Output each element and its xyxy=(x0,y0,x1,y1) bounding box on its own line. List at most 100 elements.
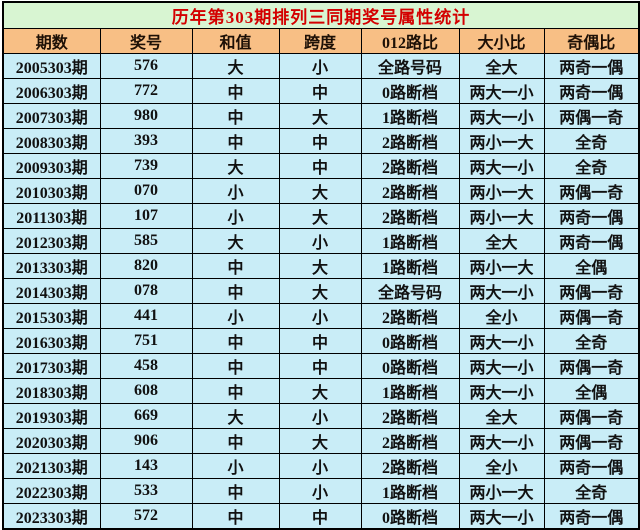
cell-prize-number: 143 xyxy=(99,453,193,479)
cell-sum-value: 中 xyxy=(191,78,280,104)
cell-span: 大 xyxy=(278,378,362,404)
cell-sum-value: 中 xyxy=(191,278,280,304)
cell-012-route-ratio: 2路断档 xyxy=(360,428,460,454)
table-row: 2018303期 608 中大 1路断档 两大一小 全偶 xyxy=(2,378,640,404)
cell-span: 小 xyxy=(278,453,362,479)
cell-period: 2014303期 xyxy=(2,278,101,304)
cell-prize-number: 772 xyxy=(99,78,193,104)
header-row: 期数 奖号 和值 跨度 012路比 大小比 奇偶比 xyxy=(2,28,640,54)
cell-sum-value: 中 xyxy=(191,328,280,354)
table-row: 2012303期 585 大小 1路断档 全大 两奇一偶 xyxy=(2,228,640,254)
cell-012-route-ratio: 0路断档 xyxy=(360,78,460,104)
cell-period: 2008303期 xyxy=(2,128,101,154)
column-header-period: 期数 xyxy=(2,28,101,54)
cell-012-route-ratio: 1路断档 xyxy=(360,103,460,129)
cell-odd-even-ratio: 两偶一奇 xyxy=(543,428,640,454)
cell-sum-value: 大 xyxy=(191,228,280,254)
cell-prize-number: 533 xyxy=(99,478,193,504)
cell-span: 中 xyxy=(278,503,362,530)
cell-odd-even-ratio: 全奇 xyxy=(543,478,640,504)
cell-odd-even-ratio: 全奇 xyxy=(543,128,640,154)
cell-012-route-ratio: 1路断档 xyxy=(360,478,460,504)
cell-period: 2011303期 xyxy=(2,203,101,229)
title-row: 历年第303期排列三同期奖号属性统计 xyxy=(2,1,640,29)
cell-big-small-ratio: 两大一小 xyxy=(458,278,545,304)
table-row: 2005303期 576 大小全路号码 全大 两奇一偶 xyxy=(2,53,640,79)
cell-012-route-ratio: 2路断档 xyxy=(360,303,460,329)
cell-sum-value: 小 xyxy=(191,178,280,204)
cell-odd-even-ratio: 两偶一奇 xyxy=(543,403,640,429)
cell-period: 2009303期 xyxy=(2,153,101,179)
cell-period: 2012303期 xyxy=(2,228,101,254)
cell-big-small-ratio: 两小一大 xyxy=(458,253,545,279)
cell-period: 2007303期 xyxy=(2,103,101,129)
table-row: 2010303期 070 小大 2路断档 两小一大 两偶一奇 xyxy=(2,178,640,204)
table-row: 2019303期 669 大小 2路断档 全大 两偶一奇 xyxy=(2,403,640,429)
cell-span: 中 xyxy=(278,78,362,104)
cell-big-small-ratio: 两大一小 xyxy=(458,103,545,129)
cell-012-route-ratio: 2路断档 xyxy=(360,403,460,429)
table-row: 2021303期 143 小小 2路断档 全小 两奇一偶 xyxy=(2,453,640,479)
cell-period: 2020303期 xyxy=(2,428,101,454)
cell-big-small-ratio: 全小 xyxy=(458,303,545,329)
cell-odd-even-ratio: 全偶 xyxy=(543,253,640,279)
cell-period: 2017303期 xyxy=(2,353,101,379)
cell-odd-even-ratio: 两偶一奇 xyxy=(543,303,640,329)
cell-012-route-ratio: 2路断档 xyxy=(360,153,460,179)
cell-012-route-ratio: 2路断档 xyxy=(360,178,460,204)
column-header-span: 跨度 xyxy=(278,28,362,54)
cell-period: 2016303期 xyxy=(2,328,101,354)
table-row: 2006303期 772 中中 0路断档 两大一小 两奇一偶 xyxy=(2,78,640,104)
cell-period: 2022303期 xyxy=(2,478,101,504)
cell-odd-even-ratio: 全偶 xyxy=(543,378,640,404)
cell-012-route-ratio: 1路断档 xyxy=(360,253,460,279)
cell-big-small-ratio: 两大一小 xyxy=(458,428,545,454)
cell-012-route-ratio: 全路号码 xyxy=(360,278,460,304)
cell-odd-even-ratio: 两奇一偶 xyxy=(543,453,640,479)
cell-span: 大 xyxy=(278,103,362,129)
table-row: 2015303期 441 小小 2路断档 全小 两偶一奇 xyxy=(2,303,640,329)
cell-sum-value: 中 xyxy=(191,128,280,154)
cell-prize-number: 739 xyxy=(99,153,193,179)
table-row: 2013303期 820 中大 1路断档 两小一大 全偶 xyxy=(2,253,640,279)
cell-odd-even-ratio: 两偶一奇 xyxy=(543,278,640,304)
cell-sum-value: 大 xyxy=(191,403,280,429)
cell-period: 2015303期 xyxy=(2,303,101,329)
cell-period: 2013303期 xyxy=(2,253,101,279)
cell-period: 2021303期 xyxy=(2,453,101,479)
cell-sum-value: 小 xyxy=(191,303,280,329)
cell-big-small-ratio: 全大 xyxy=(458,53,545,79)
table-row: 2022303期 533 中小 1路断档 两小一大 全奇 xyxy=(2,478,640,504)
cell-span: 小 xyxy=(278,228,362,254)
cell-period: 2018303期 xyxy=(2,378,101,404)
table-row: 2007303期 980 中大 1路断档 两大一小 两偶一奇 xyxy=(2,103,640,129)
table-row: 2009303期 739 大中 2路断档 两大一小 全奇 xyxy=(2,153,640,179)
cell-odd-even-ratio: 两奇一偶 xyxy=(543,503,640,530)
cell-span: 中 xyxy=(278,328,362,354)
cell-prize-number: 669 xyxy=(99,403,193,429)
cell-big-small-ratio: 两小一大 xyxy=(458,178,545,204)
cell-period: 2005303期 xyxy=(2,53,101,79)
cell-span: 大 xyxy=(278,203,362,229)
cell-sum-value: 大 xyxy=(191,153,280,179)
cell-span: 大 xyxy=(278,278,362,304)
cell-big-small-ratio: 两大一小 xyxy=(458,378,545,404)
cell-odd-even-ratio: 两偶一奇 xyxy=(543,103,640,129)
cell-odd-even-ratio: 两偶一奇 xyxy=(543,353,640,379)
cell-012-route-ratio: 2路断档 xyxy=(360,128,460,154)
cell-span: 小 xyxy=(278,303,362,329)
cell-big-small-ratio: 两大一小 xyxy=(458,503,545,530)
cell-big-small-ratio: 两小一大 xyxy=(458,128,545,154)
cell-odd-even-ratio: 两奇一偶 xyxy=(543,203,640,229)
cell-prize-number: 608 xyxy=(99,378,193,404)
cell-prize-number: 078 xyxy=(99,278,193,304)
cell-big-small-ratio: 两大一小 xyxy=(458,353,545,379)
cell-span: 中 xyxy=(278,128,362,154)
cell-prize-number: 906 xyxy=(99,428,193,454)
cell-odd-even-ratio: 两奇一偶 xyxy=(543,53,640,79)
cell-prize-number: 393 xyxy=(99,128,193,154)
cell-big-small-ratio: 两大一小 xyxy=(458,153,545,179)
cell-sum-value: 中 xyxy=(191,103,280,129)
cell-sum-value: 中 xyxy=(191,253,280,279)
